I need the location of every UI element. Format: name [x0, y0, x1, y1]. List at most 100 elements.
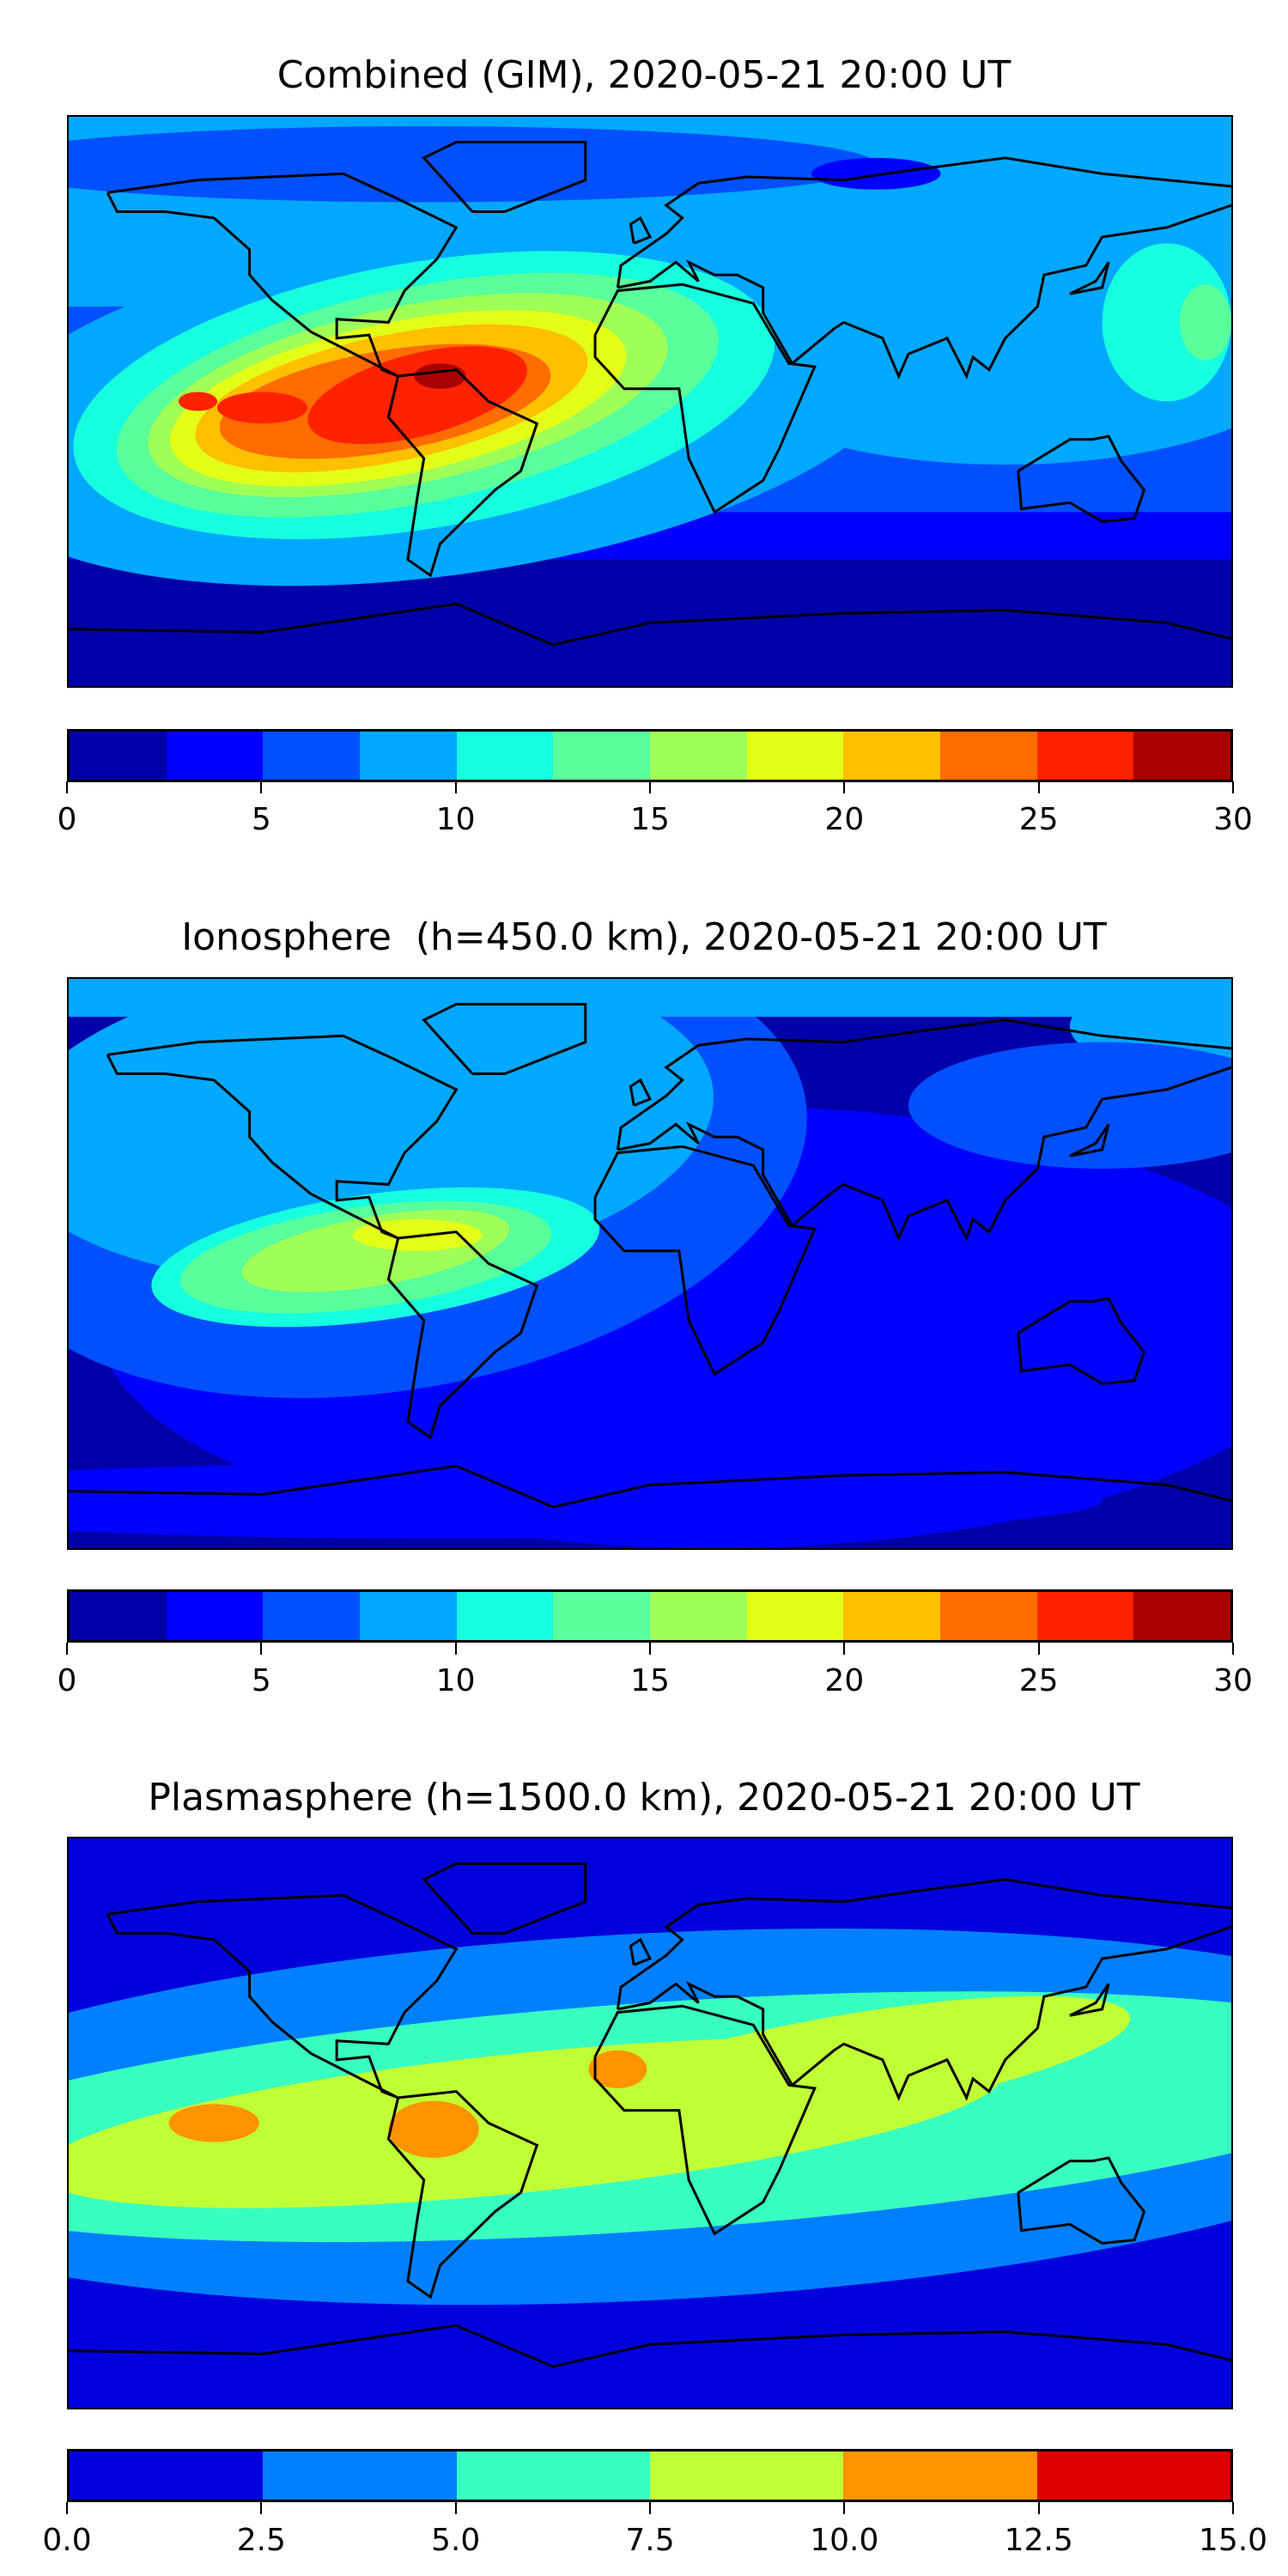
tick-label: 15: [630, 802, 670, 837]
colorbar-segment: [166, 1592, 264, 1640]
tick-label: 20: [824, 802, 865, 837]
coastline: [107, 1895, 456, 2098]
contour-region: [557, 1996, 1131, 2136]
tick-label: 12.5: [1004, 2523, 1073, 2558]
colorbar-segment: [360, 1592, 457, 1640]
colorbar-segment: [263, 1592, 361, 1640]
colorbar-segment: [649, 2451, 844, 2500]
tick-mark: [260, 781, 263, 793]
coastline: [1018, 436, 1145, 521]
tick-mark: [843, 1643, 846, 1655]
colorbar-segment: [650, 732, 747, 780]
tick-label: 0: [57, 1663, 77, 1698]
colorbar-segment: [843, 732, 941, 780]
coastline: [1070, 262, 1109, 294]
tick-mark: [66, 1643, 68, 1655]
colorbar-segment: [166, 732, 264, 780]
tick-mark: [454, 2502, 457, 2514]
map-svg: [69, 1838, 1231, 2408]
contour-band: [69, 979, 1231, 1018]
contour-region: [307, 346, 527, 445]
colorbar-segment: [553, 1592, 651, 1640]
coastline: [1018, 2158, 1145, 2243]
coastline: [388, 1232, 537, 1437]
colorbar-segment: [1133, 732, 1231, 780]
coastline: [617, 1880, 1231, 2009]
tick-label: 15: [630, 1663, 670, 1698]
contour-region: [178, 392, 218, 411]
coastline: [595, 284, 815, 512]
contour-region: [69, 126, 877, 203]
tick-label: 5: [251, 802, 271, 837]
colorbar-segment: [70, 732, 167, 780]
coastline: [1018, 1298, 1145, 1383]
coastline: [69, 1466, 1231, 1507]
coastline: [617, 205, 1231, 376]
tick-mark: [1037, 2502, 1040, 2514]
tick-label: 10: [435, 802, 476, 837]
colorbar-segment: [746, 1592, 844, 1640]
coastline: [388, 2092, 537, 2297]
colorbar-segment: [263, 732, 361, 780]
coastline: [107, 173, 456, 376]
colorbar-segment: [843, 2451, 1037, 2500]
title-combined: Combined (GIM), 2020-05-21 20:00 UT: [276, 53, 1012, 97]
tick-mark: [843, 781, 846, 793]
colorbar-segment: [1036, 1592, 1134, 1640]
colorbar-plasmasphere: [67, 2449, 1233, 2502]
colorbar-ionosphere: [67, 1589, 1233, 1643]
tick-mark: [1232, 2502, 1234, 2514]
coastline: [424, 1004, 586, 1073]
colorbar-segment: [70, 1592, 167, 1640]
colorbar-segment: [263, 2451, 457, 2500]
coastline: [617, 1067, 1231, 1238]
coastline: [69, 604, 1231, 645]
tick-label: 0.0: [42, 2523, 92, 2558]
tick-label: 2.5: [236, 2523, 286, 2558]
tick-mark: [1037, 1643, 1040, 1655]
tick-label: 10.0: [810, 2523, 879, 2558]
colorbar-segment: [1036, 732, 1134, 780]
colorbar-segment: [360, 732, 457, 780]
contour-region: [1179, 284, 1231, 361]
tick-label: 30: [1213, 802, 1253, 837]
tick-mark: [649, 1643, 651, 1655]
tick-mark: [1232, 781, 1234, 793]
colorbar-combined: [67, 729, 1233, 782]
tick-mark: [649, 781, 651, 793]
coastline: [388, 370, 537, 575]
map-combined: [67, 115, 1233, 688]
tick-mark: [649, 2502, 651, 2514]
coastline: [630, 1940, 650, 1965]
coastline: [630, 218, 650, 243]
tick-mark: [260, 1643, 263, 1655]
coastline: [69, 2325, 1231, 2366]
contour-region: [811, 157, 941, 190]
colorbar-segment: [940, 732, 1037, 780]
contour-region: [217, 392, 308, 424]
colorbar-segment: [746, 732, 844, 780]
coastline: [595, 2006, 815, 2233]
colorbar-ticks-ionosphere: 0 5 10 15 20 25 30: [58, 1643, 1253, 1698]
contour-region: [388, 2100, 479, 2159]
colorbar-segment: [456, 2451, 650, 2500]
tick-mark: [66, 2502, 68, 2514]
tick-mark: [1037, 781, 1040, 793]
map-plasmasphere: [67, 1837, 1233, 2409]
colorbar-segment: [456, 1592, 554, 1640]
tick-label: 10: [435, 1663, 476, 1698]
tick-label: 0: [57, 802, 77, 837]
tick-label: 30: [1213, 1663, 1253, 1698]
coastline: [1070, 1984, 1109, 2015]
coastline: [617, 1927, 1231, 2098]
tick-mark: [1232, 1643, 1234, 1655]
contour-region: [908, 1042, 1231, 1169]
title-ionosphere: Ionosphere (h=450.0 km), 2020-05-21 20:0…: [181, 915, 1107, 959]
map-svg: [69, 117, 1231, 686]
tick-label: 5: [251, 1663, 271, 1698]
coastline: [1070, 1124, 1109, 1156]
colorbar-ticks-combined: 0 5 10 15 20 25 30: [58, 781, 1253, 837]
tick-mark: [843, 2502, 846, 2514]
colorbar-segment: [650, 1592, 747, 1640]
colorbar-segment: [843, 1592, 941, 1640]
